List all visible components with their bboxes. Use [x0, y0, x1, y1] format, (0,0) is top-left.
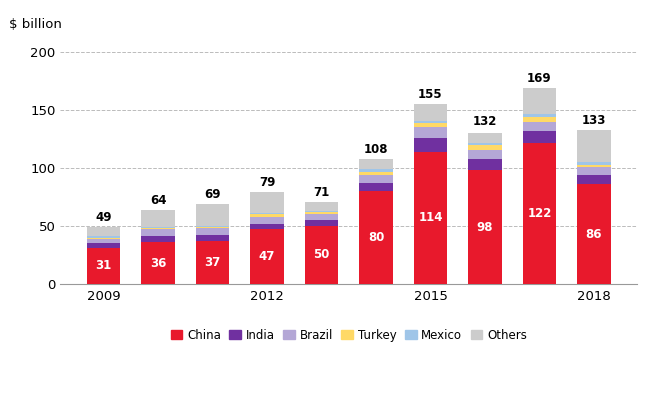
Text: 133: 133 [582, 114, 606, 127]
Bar [468, 133, 502, 142]
Legend: China, India, Brazil, Turkey, Mexico, Others: China, India, Brazil, Turkey, Mexico, Ot… [166, 324, 531, 346]
Bar [522, 113, 556, 117]
Bar [250, 193, 284, 213]
Bar [359, 183, 393, 191]
Bar [577, 162, 611, 164]
Bar [413, 127, 447, 138]
Bar [522, 88, 556, 113]
Text: 50: 50 [314, 248, 330, 262]
Bar [141, 210, 175, 227]
Bar [522, 142, 556, 284]
Bar [250, 229, 284, 284]
Bar [196, 227, 230, 228]
Bar [468, 145, 502, 149]
Bar [413, 104, 447, 120]
Bar [250, 215, 284, 217]
Bar [359, 169, 393, 171]
Bar [468, 142, 502, 145]
Text: 64: 64 [150, 194, 166, 207]
Bar [413, 120, 447, 123]
Text: 132: 132 [473, 115, 497, 128]
Text: 71: 71 [314, 186, 330, 199]
Bar [87, 244, 121, 248]
Bar [304, 215, 338, 220]
Bar [304, 202, 338, 211]
Bar [141, 228, 175, 229]
Bar [250, 217, 284, 224]
Text: 79: 79 [259, 177, 275, 189]
Bar [468, 149, 502, 159]
Bar [304, 212, 338, 215]
Text: 169: 169 [527, 72, 552, 85]
Bar [304, 220, 338, 226]
Bar [196, 235, 230, 241]
Bar [87, 239, 121, 244]
Bar [577, 167, 611, 175]
Bar [141, 242, 175, 284]
Text: 155: 155 [418, 89, 443, 102]
Bar [359, 175, 393, 183]
Bar [196, 204, 230, 226]
Text: 47: 47 [259, 250, 275, 263]
Text: 98: 98 [477, 221, 493, 234]
Text: 37: 37 [205, 256, 220, 269]
Bar [413, 152, 447, 284]
Text: 69: 69 [204, 188, 221, 201]
Bar [250, 224, 284, 229]
Text: 86: 86 [585, 228, 602, 241]
Bar [577, 164, 611, 167]
Bar [577, 184, 611, 284]
Bar [577, 130, 611, 162]
Bar [413, 138, 447, 152]
Bar [196, 241, 230, 284]
Text: 80: 80 [368, 231, 384, 244]
Bar [304, 226, 338, 284]
Bar [196, 226, 230, 227]
Bar [359, 191, 393, 284]
Bar [87, 237, 121, 239]
Bar [522, 122, 556, 131]
Text: 31: 31 [95, 259, 111, 273]
Bar [141, 236, 175, 242]
Text: 49: 49 [95, 211, 112, 224]
Bar [577, 175, 611, 184]
Text: 122: 122 [527, 207, 552, 220]
Bar [87, 227, 121, 236]
Bar [196, 228, 230, 235]
Bar [468, 159, 502, 171]
Bar [141, 227, 175, 228]
Bar [141, 229, 175, 236]
Text: 114: 114 [418, 211, 443, 224]
Bar [250, 213, 284, 215]
Bar [522, 117, 556, 122]
Bar [522, 131, 556, 142]
Bar [359, 171, 393, 175]
Bar [87, 248, 121, 284]
Bar [87, 236, 121, 237]
Bar [413, 123, 447, 127]
Text: 108: 108 [364, 143, 388, 156]
Text: $ billion: $ billion [8, 18, 61, 31]
Bar [468, 171, 502, 284]
Bar [359, 159, 393, 169]
Bar [304, 211, 338, 212]
Text: 36: 36 [150, 257, 166, 270]
